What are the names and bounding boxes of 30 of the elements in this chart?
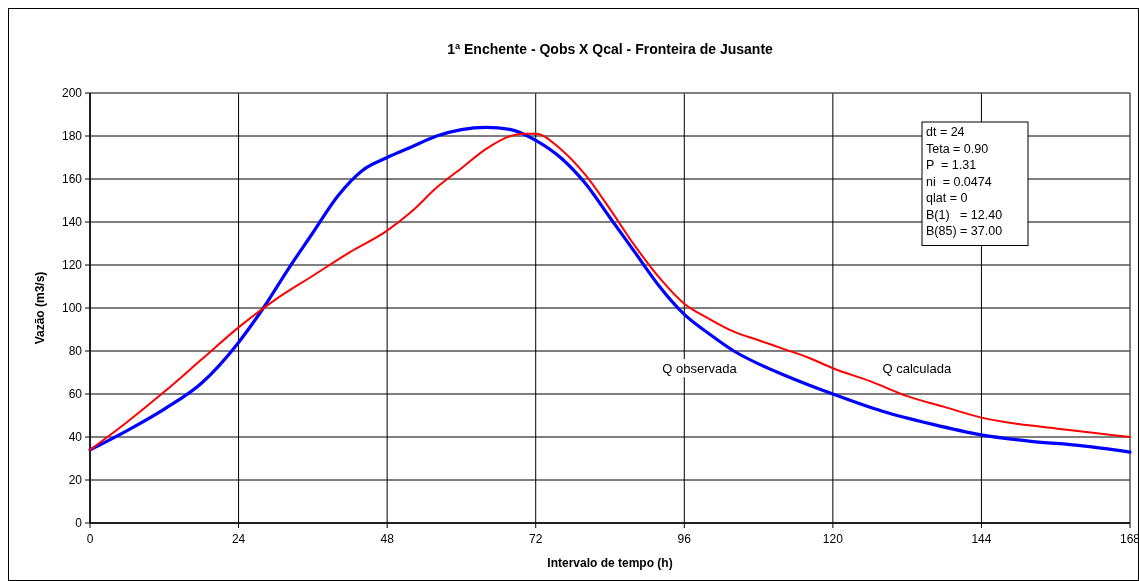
x-tick-label: 0 (86, 532, 94, 546)
series-label: Q observada (662, 360, 738, 376)
annotation: Teta = 0.90 (926, 141, 989, 156)
x-tick-label: 120 (822, 532, 844, 546)
x-tick-label: 48 (380, 532, 395, 546)
y-tick-label: 100 (61, 301, 83, 316)
chart-title: 1ª Enchente - Qobs X Qcal - Fronteira de Jusante (447, 41, 774, 57)
x-axis-title: Intervalo de tempo (h) (547, 556, 673, 570)
annotation: B(1) = 12.40 (926, 207, 1003, 222)
annotation: ni = 0.0474 (926, 174, 992, 189)
y-tick-label: 200 (61, 86, 83, 101)
y-tick-label: 20 (68, 473, 83, 488)
y-tick-label: 80 (68, 344, 83, 359)
x-tick-label: 144 (971, 532, 992, 546)
y-tick-label: 120 (61, 258, 83, 273)
y-tick-label: 60 (68, 387, 83, 402)
annotation: B(85) = 37.00 (926, 224, 1003, 238)
annotation: P = 1.31 (926, 158, 977, 172)
y-tick-label: 180 (61, 129, 83, 144)
annotation: qlat = 0 (926, 191, 968, 205)
x-tick-label: 24 (231, 532, 246, 546)
y-tick-label: 140 (61, 215, 83, 230)
y-axis-title: Vazão (m3/s) (33, 271, 47, 345)
y-tick-label: 0 (75, 516, 83, 531)
y-tick-label: 40 (68, 430, 83, 445)
y-tick-label: 160 (61, 172, 83, 187)
x-tick-label: 96 (677, 532, 692, 546)
x-tick-label: 72 (529, 532, 543, 546)
series-label: Q calculada (882, 360, 952, 376)
annotation: dt = 24 (926, 125, 965, 139)
